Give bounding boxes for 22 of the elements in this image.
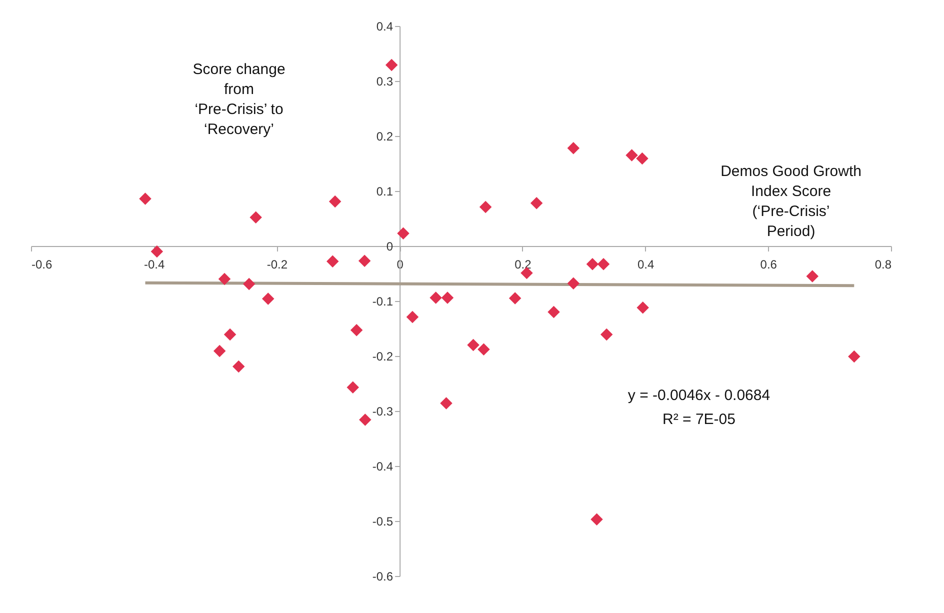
y-tick-label: -0.3	[372, 404, 394, 418]
x-tick-label: -0.6	[32, 258, 53, 272]
y-tick-label: 0.1	[376, 184, 394, 198]
y-tick-label: -0.4	[372, 460, 394, 474]
annotation: R² = 7E-05	[662, 411, 736, 428]
x-tick-label: -0.4	[144, 258, 166, 272]
x-tick-label: 0.4	[637, 258, 654, 272]
x-tick-label: 0.6	[760, 258, 778, 272]
y-tick-label: -0.5	[372, 514, 394, 528]
x-axis-title: Demos Good Growth Index Score (‘Pre-Crisis’ Period)	[720, 163, 862, 240]
y-tick-label: -0.6	[372, 570, 394, 584]
y-axis-title: Score change from ‘Pre-Crisis’ to ‘Recovery’	[192, 61, 286, 138]
x-tick-label: 0.8	[874, 258, 892, 272]
y-tick-label: -0.1	[372, 294, 394, 308]
annotation: y = -0.0046x - 0.0684	[628, 387, 770, 404]
y-tick-label: 0.4	[376, 20, 394, 34]
y-tick-label: 0	[386, 240, 394, 254]
x-tick-label: -0.2	[266, 258, 288, 272]
y-tick-label: 0.2	[376, 130, 394, 144]
x-tick-label: 0.2	[514, 258, 532, 272]
y-tick-label: -0.2	[372, 350, 394, 364]
y-tick-label: 0.3	[376, 74, 394, 88]
